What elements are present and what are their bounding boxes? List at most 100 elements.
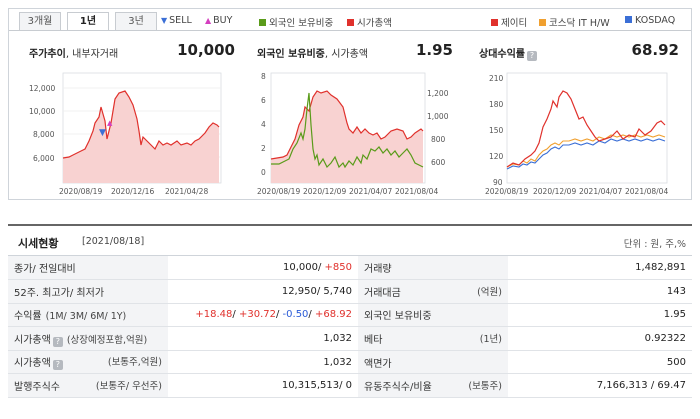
y-tick: 150 bbox=[489, 126, 504, 135]
tab-3-years[interactable]: 3년 bbox=[115, 12, 157, 31]
y-tick: 8,000 bbox=[33, 130, 55, 139]
foreign-ownership-value: 1.95 bbox=[415, 41, 453, 59]
table-row: 시가총액? (상장예정포함,억원) 1,032 베타 (1년) 0.92322 bbox=[8, 326, 692, 351]
tab-3-months[interactable]: 3개월 bbox=[19, 12, 61, 31]
blue-square-icon bbox=[625, 16, 632, 23]
x-tick: 2020/12/09 bbox=[303, 187, 346, 196]
x-tick: 2020/12/09 bbox=[533, 187, 576, 196]
y-left-tick: 0 bbox=[261, 168, 266, 177]
y-tick: 210 bbox=[489, 74, 504, 83]
relative-return-chart: 상대수익률? 68.92 210 180 150 120 90 2020/08/… bbox=[479, 39, 679, 199]
row-label: 외국인 보유비중 bbox=[358, 303, 508, 328]
y-left-tick: 2 bbox=[261, 144, 266, 153]
y-tick: 6,000 bbox=[33, 154, 55, 163]
y-right-tick: 800 bbox=[431, 135, 446, 144]
table-row: 종가/ 전일대비 10,000/ +850 거래량 1,482,891 bbox=[8, 256, 692, 281]
orange-square-icon bbox=[539, 19, 546, 26]
legend-buy: ▲ BUY bbox=[205, 15, 232, 26]
price-trend-svg: 12,000 10,000 8,000 6,000 2020/08/19 202… bbox=[29, 72, 222, 196]
row-label: 시가총액? (상장예정포함,억원) bbox=[8, 326, 168, 351]
tab-divider bbox=[9, 30, 691, 31]
row-label: 액면가 bbox=[358, 350, 508, 375]
chart-panel: 3개월 1년 3년 ▼ SELL ▲ BUY 외국인 보유비중 시가총액 제이티 코… bbox=[8, 8, 692, 200]
legend-company-label: 제이티 bbox=[501, 18, 528, 29]
row-value: 10,000/ +850 bbox=[168, 256, 358, 281]
legend-company: 제이티 bbox=[491, 15, 527, 29]
row-label: 시가총액? (보통주,억원) bbox=[8, 350, 168, 375]
legend-market-cap-label: 시가총액 bbox=[357, 18, 392, 29]
y-right-tick: 1,000 bbox=[427, 112, 449, 121]
row-label: 거래대금 (억원) bbox=[358, 279, 508, 304]
x-tick: 2020/08/19 bbox=[257, 187, 300, 196]
row-label: 종가/ 전일대비 bbox=[8, 256, 168, 281]
x-tick: 2021/04/07 bbox=[349, 187, 392, 196]
legend-sell: ▼ SELL bbox=[161, 15, 192, 26]
x-tick: 2021/04/07 bbox=[579, 187, 622, 196]
row-value: 143 bbox=[508, 279, 692, 304]
sell-marker-icon: ▼ bbox=[99, 128, 106, 138]
relative-return-svg: 210 180 150 120 90 2020/08/19 2020/12/09… bbox=[485, 72, 668, 196]
x-tick: 2021/08/04 bbox=[395, 187, 438, 196]
row-label: 유동주식수/비율 (보통주) bbox=[358, 373, 508, 399]
row-value: 1.95 bbox=[508, 303, 692, 328]
legend-market-cap: 시가총액 bbox=[347, 15, 392, 29]
help-icon[interactable]: ? bbox=[52, 360, 63, 371]
y-tick: 90 bbox=[493, 178, 503, 187]
table-row: 52주. 최고가/ 최저가 12,950/ 5,740 거래대금 (억원) 143 bbox=[8, 279, 692, 304]
x-tick: 2021/04/28 bbox=[165, 187, 208, 196]
legend-kosdaq: KOSDAQ bbox=[625, 15, 675, 26]
legend-kosdaq-label: KOSDAQ bbox=[635, 15, 676, 26]
x-tick: 2020/12/16 bbox=[111, 187, 154, 196]
legend-foreign-label: 외국인 보유비중 bbox=[269, 18, 334, 29]
row-value: +18.48/ +30.72/ -0.50/ +68.92 bbox=[168, 303, 358, 328]
buy-triangle-icon: ▲ bbox=[205, 16, 212, 25]
market-status-table: 종가/ 전일대비 10,000/ +850 거래량 1,482,891 52주.… bbox=[8, 256, 692, 399]
section-unit: 단위 : 원, 주,% bbox=[623, 239, 686, 250]
row-value: 1,482,891 bbox=[508, 256, 692, 281]
row-label: 거래량 bbox=[358, 256, 508, 281]
y-left-tick: 4 bbox=[261, 120, 266, 129]
row-value: 12,950/ 5,740 bbox=[168, 279, 358, 304]
help-icon[interactable]: ? bbox=[527, 51, 537, 61]
foreign-ownership-title: 외국인 보유비중, 시가총액 bbox=[257, 49, 369, 60]
row-value: 500 bbox=[508, 350, 692, 375]
buy-marker-icon: ▲ bbox=[107, 119, 113, 127]
table-row: 발행주식수 (보통주/ 우선주) 10,315,513/ 0 유동주식수/비율 (보… bbox=[8, 373, 692, 399]
x-tick: 2020/08/19 bbox=[59, 187, 102, 196]
y-tick: 12,000 bbox=[29, 84, 55, 93]
red-square-icon bbox=[491, 19, 498, 26]
x-tick: 2021/08/04 bbox=[625, 187, 668, 196]
section-title: 시세현황 bbox=[18, 237, 59, 250]
row-value: 10,315,513/ 0 bbox=[168, 373, 358, 399]
y-tick: 180 bbox=[489, 100, 504, 109]
y-right-tick: 600 bbox=[431, 158, 446, 167]
y-right-tick: 1,200 bbox=[427, 89, 449, 98]
legend-kosdaq-it-label: 코스닥 IT H/W bbox=[549, 18, 610, 29]
market-status-header: 시세현황 [2021/08/18] 단위 : 원, 주,% bbox=[8, 224, 692, 256]
tab-1-year[interactable]: 1년 bbox=[67, 12, 109, 31]
x-tick: 2020/08/19 bbox=[485, 187, 528, 196]
row-label: 52주. 최고가/ 최저가 bbox=[8, 279, 168, 304]
section-date: [2021/08/18] bbox=[82, 236, 145, 247]
foreign-ownership-svg: 8 6 4 2 0 1,200 1,000 800 600 2020/08/19… bbox=[257, 72, 449, 196]
row-label: 베타 (1년) bbox=[358, 326, 508, 351]
price-trend-chart: 주가추이, 내부자거래 10,000 12,000 10,000 8,000 6… bbox=[29, 39, 235, 199]
legend-sell-label: SELL bbox=[169, 15, 192, 26]
green-square-icon bbox=[259, 19, 266, 26]
legend-foreign-ownership: 외국인 보유비중 bbox=[259, 15, 333, 29]
row-value: 7,166,313 / 69.47 bbox=[508, 373, 692, 399]
help-icon[interactable]: ? bbox=[52, 336, 63, 347]
sell-triangle-icon: ▼ bbox=[161, 16, 168, 25]
row-label: 발행주식수 (보통주/ 우선주) bbox=[8, 373, 168, 399]
y-tick: 10,000 bbox=[29, 107, 55, 116]
row-value: 0.92322 bbox=[508, 326, 692, 351]
y-tick: 120 bbox=[489, 152, 504, 161]
y-left-tick: 6 bbox=[261, 96, 266, 105]
price-trend-title: 주가추이, 내부자거래 bbox=[29, 49, 119, 60]
row-value: 1,032 bbox=[168, 326, 358, 351]
price-trend-value: 10,000 bbox=[177, 41, 235, 59]
legend-kosdaq-it: 코스닥 IT H/W bbox=[539, 15, 610, 29]
legend-buy-label: BUY bbox=[213, 15, 233, 26]
row-label: 수익률 (1M/ 3M/ 6M/ 1Y) bbox=[8, 303, 168, 328]
row-value: 1,032 bbox=[168, 350, 358, 375]
